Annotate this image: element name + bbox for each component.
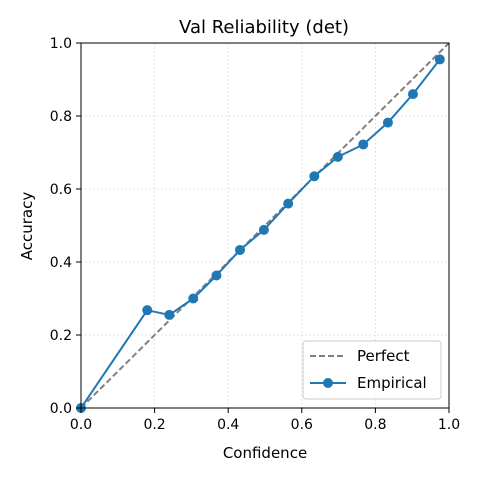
empirical-point [407,89,418,100]
x-tick-label: 0.6 [291,417,313,433]
legend: Perfect Empirical [302,340,442,400]
y-tick-label: 0.2 [50,328,72,344]
empirical-point [382,117,393,128]
empirical-point [164,309,175,320]
y-tick-label: 0.0 [50,401,72,417]
chart-title: Val Reliability (det) [179,17,349,38]
empirical-point [234,244,245,255]
x-tick-label: 0.8 [364,417,386,433]
x-tick-label: 0.0 [70,417,92,433]
empirical-point [142,305,153,316]
ticks: 0.0 0.2 0.4 0.6 0.8 1.0 0.0 0.2 0.4 0.6 0.8 1.0 [50,36,460,433]
plot-frame [80,42,450,409]
empirical-point [188,293,199,304]
x-tick-label: 0.2 [143,417,165,433]
y-tick-label: 1.0 [50,36,72,52]
perfect-line [80,42,450,409]
empirical-point [258,224,269,235]
empirical-point [434,54,445,65]
y-tick-label: 0.8 [50,109,72,125]
y-tick-label: 0.4 [50,255,72,271]
empirical-point [309,171,320,182]
x-tick-label: 0.4 [217,417,239,433]
legend-perfect-label: Perfect [357,347,410,365]
empirical-point [358,139,369,150]
y-tick-label: 0.6 [50,182,72,198]
empirical-point [283,198,294,209]
x-tick-label: 1.0 [438,417,460,433]
x-axis-label: Confidence [223,444,307,462]
legend-empirical-label: Empirical [357,374,427,392]
empirical-point [211,270,222,281]
y-axis-label: Accuracy [18,192,36,261]
legend-empirical-marker [323,378,333,388]
empirical-point [332,151,343,162]
